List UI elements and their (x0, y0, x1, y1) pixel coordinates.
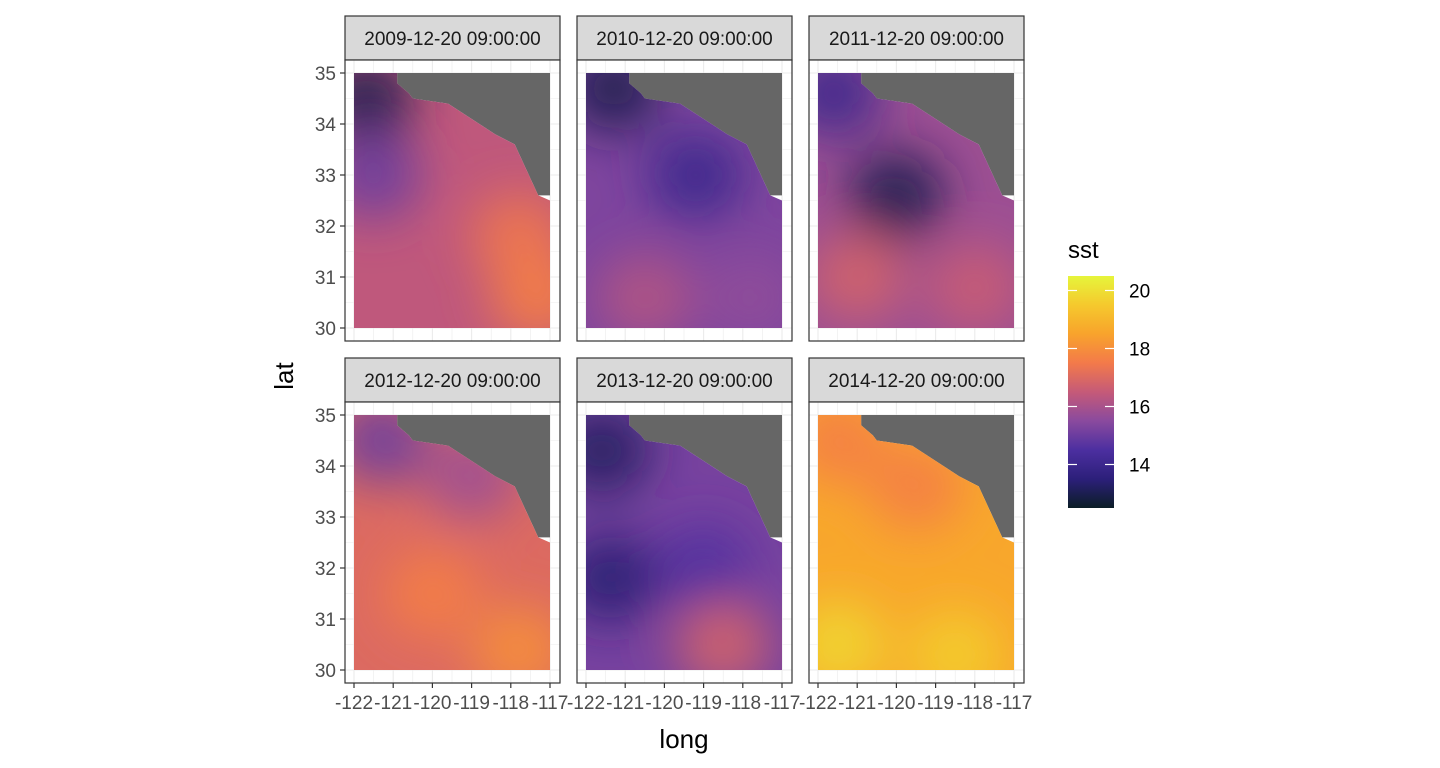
sst-field (818, 73, 1014, 328)
x-tick-label: -117 (996, 693, 1033, 714)
land-area (397, 73, 550, 196)
facet-panel: 2009-12-20 09:00:00 30 31 32 33 34 35 (315, 15, 561, 342)
land-area (861, 415, 1014, 538)
legend-tick-label: 18 (1129, 340, 1150, 361)
x-tick-label: -122 (567, 693, 605, 714)
sst-feature (354, 73, 414, 143)
facet-strip (576, 15, 793, 61)
legend-title: sst (1068, 237, 1099, 264)
facet-label: 2012-12-20 09:00:00 (364, 371, 540, 392)
sst-feature (848, 151, 945, 240)
sst-feature (354, 131, 422, 219)
facet-strip (808, 15, 1025, 61)
y-tick-label: 31 (315, 610, 336, 631)
sst-feature (647, 131, 744, 219)
y-tick-label: 32 (315, 559, 336, 580)
panel-border (344, 59, 561, 342)
sst-feature (818, 233, 906, 321)
facet-strip (344, 15, 561, 61)
sst-feature (818, 600, 886, 670)
panel-border (808, 401, 1025, 684)
sst-feature (586, 415, 650, 495)
x-tick-label: -118 (724, 693, 761, 714)
facet-panel: 2010-12-20 09:00:00 (576, 15, 793, 342)
sst-feature (596, 253, 693, 328)
y-axis-label: lat (269, 361, 299, 389)
x-tick-label: -121 (838, 693, 876, 714)
land-area (629, 73, 782, 196)
y-tick-label: 31 (315, 268, 336, 289)
facet-label: 2011-12-20 09:00:00 (829, 29, 1004, 50)
sst-feature (586, 73, 662, 133)
sst-feature (470, 605, 550, 670)
panel-border (344, 401, 561, 684)
legend-tick-label: 14 (1129, 456, 1151, 477)
x-tick-label: -120 (877, 693, 915, 714)
sst-feature (384, 549, 481, 638)
panel-border (576, 401, 793, 684)
x-tick-label: -117 (532, 693, 569, 714)
facet-strip (344, 357, 561, 403)
land-area (397, 415, 550, 538)
legend-tick-label: 20 (1129, 282, 1150, 303)
x-tick-label: -122 (799, 693, 837, 714)
y-tick-label: 34 (315, 457, 337, 478)
facet-panels: 2009-12-20 09:00:00 30 31 32 33 34 35 2010-12-2… (315, 15, 1033, 714)
facet-strip (576, 357, 793, 403)
sst-feature (907, 610, 1004, 670)
x-tick-label: -119 (917, 693, 954, 714)
legend-tick-label: 16 (1129, 398, 1150, 419)
x-tick-label: -120 (413, 693, 451, 714)
x-axis-label: long (659, 724, 708, 754)
facet-panel: 2013-12-20 09:00:00 -122 -121 -120 -119 -118-… (567, 357, 801, 714)
facet-label: 2010-12-20 09:00:00 (596, 29, 772, 50)
sst-feature (868, 442, 964, 531)
sst-feature (818, 73, 882, 138)
y-tick-label: 34 (315, 115, 337, 136)
color-legend: sst 14 16 18 20 (1068, 237, 1151, 508)
x-tick-label: -121 (374, 693, 412, 714)
sst-feature (702, 253, 782, 328)
x-tick-label: -117 (764, 693, 801, 714)
sst-feature (675, 600, 772, 670)
facet-label: 2014-12-20 09:00:00 (828, 371, 1004, 392)
y-tick-label: 35 (315, 406, 336, 427)
facet-label: 2013-12-20 09:00:00 (596, 371, 772, 392)
x-tick-label: -121 (606, 693, 644, 714)
land-area (629, 415, 782, 538)
x-tick-label: -122 (335, 693, 373, 714)
y-tick-label: 33 (315, 508, 336, 529)
y-tick-label: 33 (315, 166, 336, 187)
x-tick-label: -118 (956, 693, 993, 714)
colorbar (1068, 276, 1114, 508)
sst-field (354, 73, 550, 328)
y-tick-label: 35 (315, 64, 336, 85)
sst-feature (926, 243, 1014, 328)
x-tick-label: -118 (492, 693, 529, 714)
land-area (861, 73, 1014, 196)
x-tick-label: -120 (645, 693, 683, 714)
panel-border (576, 59, 793, 342)
facet-panel: 2014-12-20 09:00:00 -122 -121 -120 -119 -118-… (799, 357, 1033, 714)
sst-feature (655, 524, 752, 612)
panel-border (808, 59, 1025, 342)
facet-label: 2009-12-20 09:00:00 (364, 29, 540, 50)
facet-panel: 2011-12-20 09:00:00 (808, 15, 1025, 342)
y-tick-label: 30 (315, 319, 336, 340)
x-tick-label: -119 (453, 693, 490, 714)
sst-feature (490, 253, 550, 328)
sst-field (354, 415, 550, 670)
x-tick-label: -119 (685, 693, 722, 714)
y-tick-label: 32 (315, 217, 336, 238)
y-tick-label: 30 (315, 661, 336, 682)
sst-feature (586, 534, 658, 623)
